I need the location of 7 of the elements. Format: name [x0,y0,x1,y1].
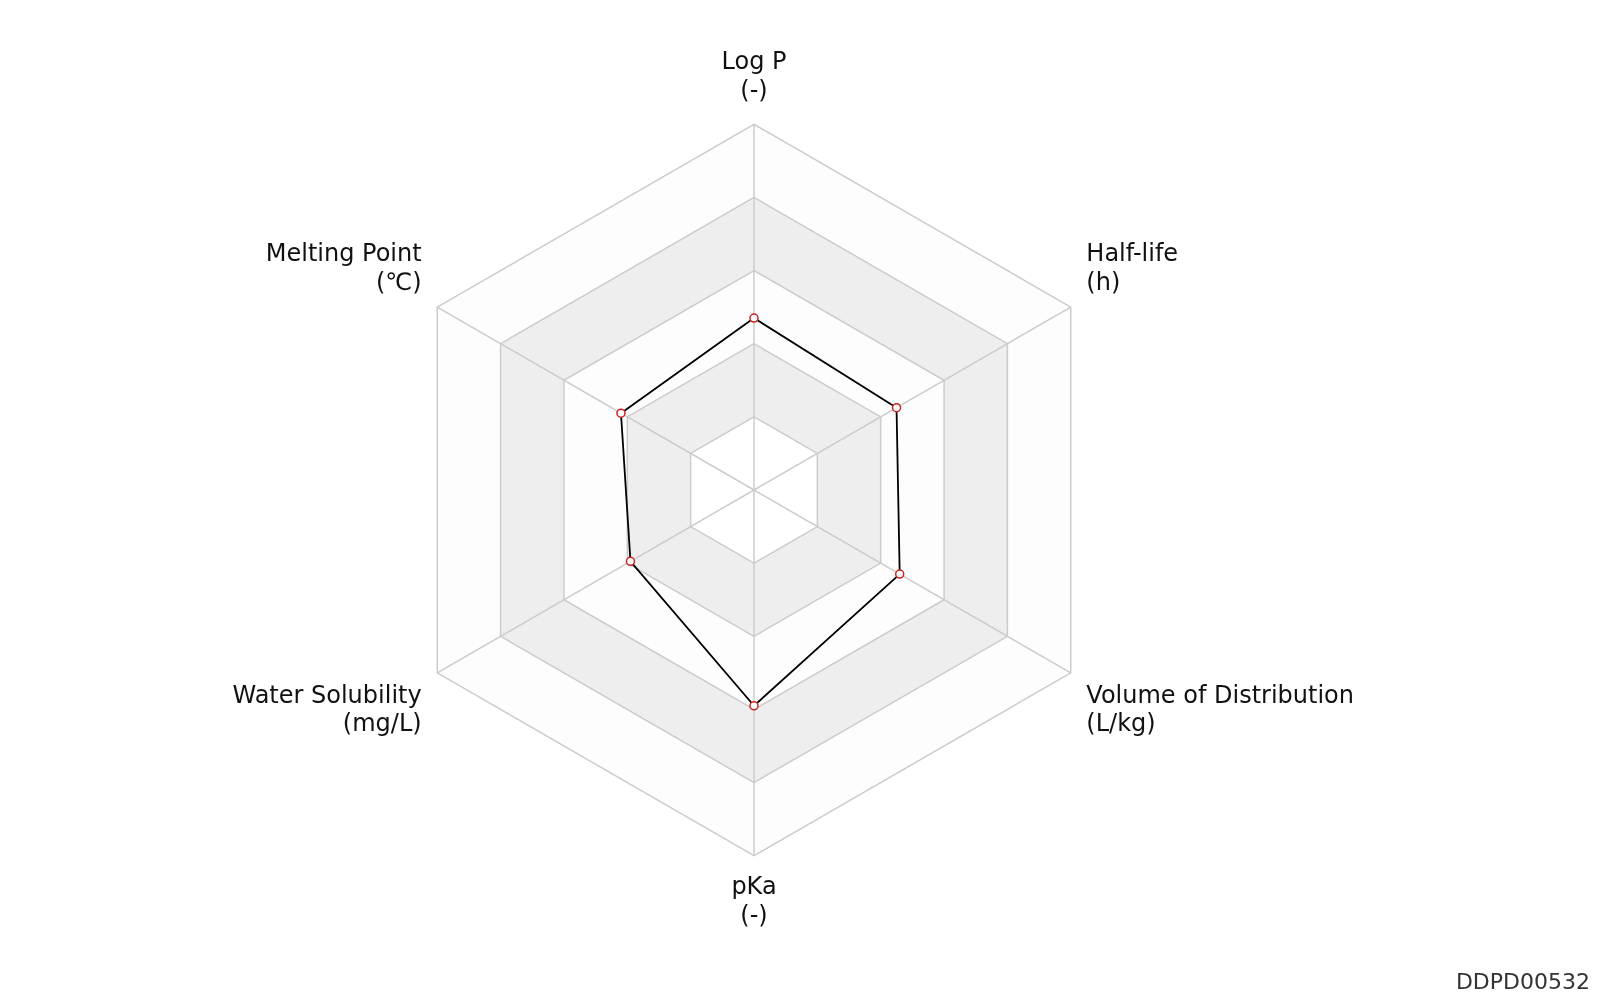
spoke-label: pKa (-) [731,872,777,930]
spoke-label: Melting Point (℃) [265,239,422,296]
spoke-label: Water Solubility (mg/L) [232,680,422,738]
text: DDPD00532 [1455,969,1590,994]
spoke-label: Volume of Distribution (L/kg) [1086,680,1354,738]
spoke-label: Half-life (h) [1086,239,1179,296]
spoke-label: Log P (-) [721,47,787,105]
